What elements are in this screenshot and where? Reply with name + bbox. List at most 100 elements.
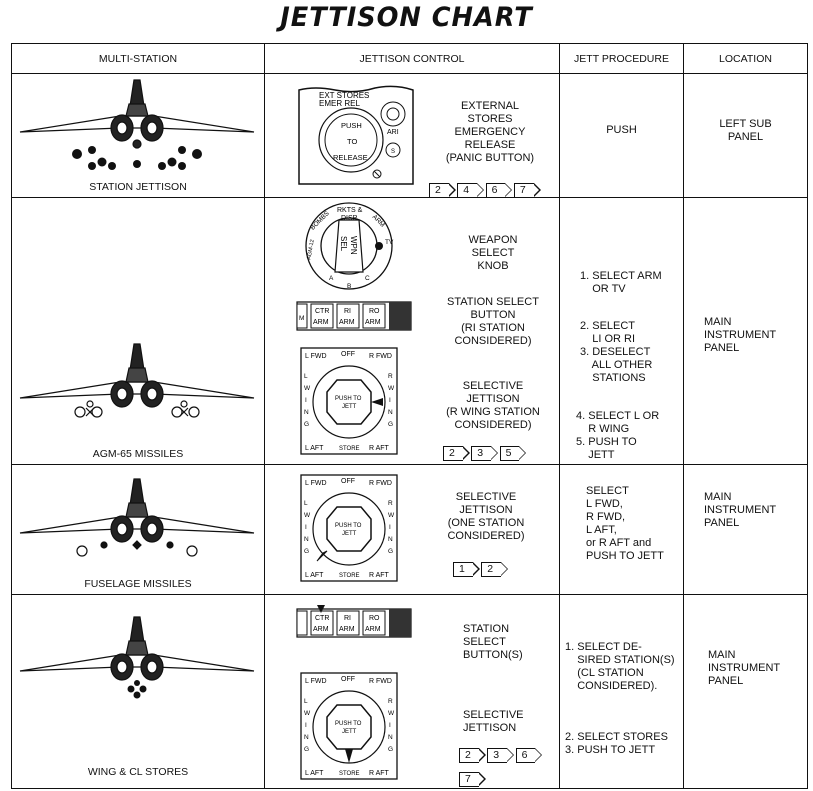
dial-r-wing-label: N [388,734,393,741]
jettison-control-cell: L FWD OFF R FWD L AFT STORE R AFT L W I … [264,464,560,595]
dial-push-to-label: PUSH TO [335,523,362,529]
location-text: MAIN INSTRUMENT PANEL [708,649,781,687]
knob-wpn-label: WPN [349,236,358,255]
jettison-control-cell: RKTS & DISP BOMBS ARM WPN SEL TV A B C A… [264,197,560,465]
procedure-text: PUSH [606,124,637,136]
knob-c-label: C [365,275,370,282]
knob-a-label: A [329,275,334,282]
procedure-text: 1. SELECT DE- SIRED STATION(S) (CL STATI… [565,641,675,692]
dial-l-wing-label: N [304,734,309,741]
dial-r-wing-label: R [388,698,393,705]
location-text: MAIN INSTRUMENT PANEL [704,491,777,529]
note-badge: 7 [513,183,541,198]
release-label: RELEASE [333,153,368,162]
knob-agm-label: AGM-12 [306,239,315,260]
aircraft-wing-cl-stores-icon [19,616,255,699]
dial-l-aft-label: L AFT [305,572,324,579]
dial-off-label: OFF [341,478,355,485]
location-text: LEFT SUB PANEL [719,118,772,143]
dial-l-aft-label: L AFT [305,770,324,777]
panic-button-panel-icon: EXT STORES EMER REL PUSH TO RELEASE ARI … [298,85,414,185]
dial-jett-label: JETT [342,729,357,735]
ext-stores-label: EXT STORES [319,91,369,100]
emer-rel-label: EMER REL [319,99,360,108]
table-row: WING & CL STORES CTR ARM RI ARM RO ARM [11,594,808,789]
note-badge: 2 [481,562,508,577]
dial-l-wing-label: I [305,524,307,531]
dial-l-wing-label: W [304,385,311,392]
header-multi-station: MULTI-STATION [11,43,265,74]
btn-arm-label: ARM [339,626,355,633]
control-description: SELECTIVE JETTISON (ONE STATION CONSIDERED) [447,491,525,542]
procedure-text: 4. SELECT L OR R WING 5. PUSH TO JETT [576,410,660,461]
btn-m-label: M [299,315,304,322]
location-cell: MAIN INSTRUMENT PANEL [683,464,808,595]
header-jett-procedure: JETT PROCEDURE [559,43,684,74]
to-label: TO [347,137,357,146]
btn-ro-label: RO [369,615,380,622]
dial-r-wing-label: N [388,536,393,543]
control-description: STATION SELECT BUTTON (RI STATION CONSIDERE… [447,296,539,347]
aircraft-fuselage-missiles-icon [19,478,255,557]
header-location: LOCATION [683,43,808,74]
procedure-text: 2. SELECT LI OR RI 3. DESELECT ALL OTHER … [580,320,653,384]
dial-l-wing-label: I [305,397,307,404]
note-badge: 1 [453,562,480,577]
dial-r-wing-label: R [388,373,393,380]
dial-l-wing-label: N [304,536,309,543]
multi-station-cell: STATION JETTISON [11,73,265,198]
location-text: MAIN INSTRUMENT PANEL [704,316,777,354]
dial-r-wing-label: N [388,409,393,416]
dial-store-label: STORE [339,573,360,579]
note-badge: 6 [485,183,513,198]
dial-l-fwd-label: L FWD [305,480,327,487]
dial-l-wing-label: G [304,421,309,428]
dial-jett-label: JETT [342,531,357,537]
station-select-buttons-icon: CTR ARM RI ARM RO ARM [296,605,412,638]
btn-ctr-label: CTR [315,308,329,315]
procedure-text: SELECT L FWD, R FWD, L AFT, or R AFT and PUSH… [586,485,664,562]
dial-l-wing-label: L [304,373,308,380]
btn-ri-label: RI [344,308,351,315]
selective-jettison-dial-icon: L FWD OFF R FWD L AFT STORE R AFT L W I … [300,474,398,582]
note-references: 2 4 6 7 [429,180,541,198]
multi-station-cell: WING & CL STORES [11,594,265,789]
dial-r-wing-label: I [389,722,391,729]
dial-r-wing-label: G [388,548,393,555]
knob-disp-label: DISP [341,215,358,222]
control-description: WEAPON SELECT KNOB [468,234,518,272]
btn-arm-label: ARM [365,626,381,633]
btn-ri-label: RI [344,615,351,622]
dial-l-fwd-label: L FWD [305,353,327,360]
dial-r-fwd-label: R FWD [369,678,392,685]
knob-b-label: B [347,283,351,290]
jett-procedure-cell: SELECT L FWD, R FWD, L AFT, or R AFT and PUSH… [559,464,684,595]
row-caption: AGM-65 MISSILES [92,448,184,460]
header-jettison-control: JETTISON CONTROL [264,43,560,74]
btn-arm-label: ARM [313,626,329,633]
dial-store-label: STORE [339,446,360,452]
dial-r-aft-label: R AFT [369,445,390,452]
location-cell: MAIN INSTRUMENT PANEL [683,197,808,465]
btn-arm-label: ARM [365,319,381,326]
page-title: JETTISON CHART [280,2,533,33]
note-badge: 5 [499,446,527,461]
note-badge: 2 [459,748,486,763]
control-description: SELECTIVE JETTISON (R WING STATION CONSIDER… [446,380,540,431]
push-label: PUSH [341,121,362,130]
btn-arm-label: ARM [313,319,329,326]
dial-l-fwd-label: L FWD [305,678,327,685]
dial-store-label: STORE [339,771,360,777]
dial-l-wing-label: G [304,746,309,753]
table-row: STATION JETTISON EXT STORES EMER REL PUS… [11,73,808,198]
selective-jettison-dial-icon: L FWD OFF R FWD L AFT STORE R AFT L W I … [300,347,398,455]
knob-rkts-label: RKTS & [337,207,363,214]
location-cell: MAIN INSTRUMENT PANEL [683,594,808,789]
btn-ctr-label: CTR [315,615,329,622]
note-badge: 2 [429,183,456,198]
s-label: S [391,149,395,155]
jett-procedure-cell: PUSH [559,73,684,198]
note-badge: 7 [459,772,486,787]
dial-r-aft-label: R AFT [369,770,390,777]
dial-l-wing-label: W [304,512,311,519]
